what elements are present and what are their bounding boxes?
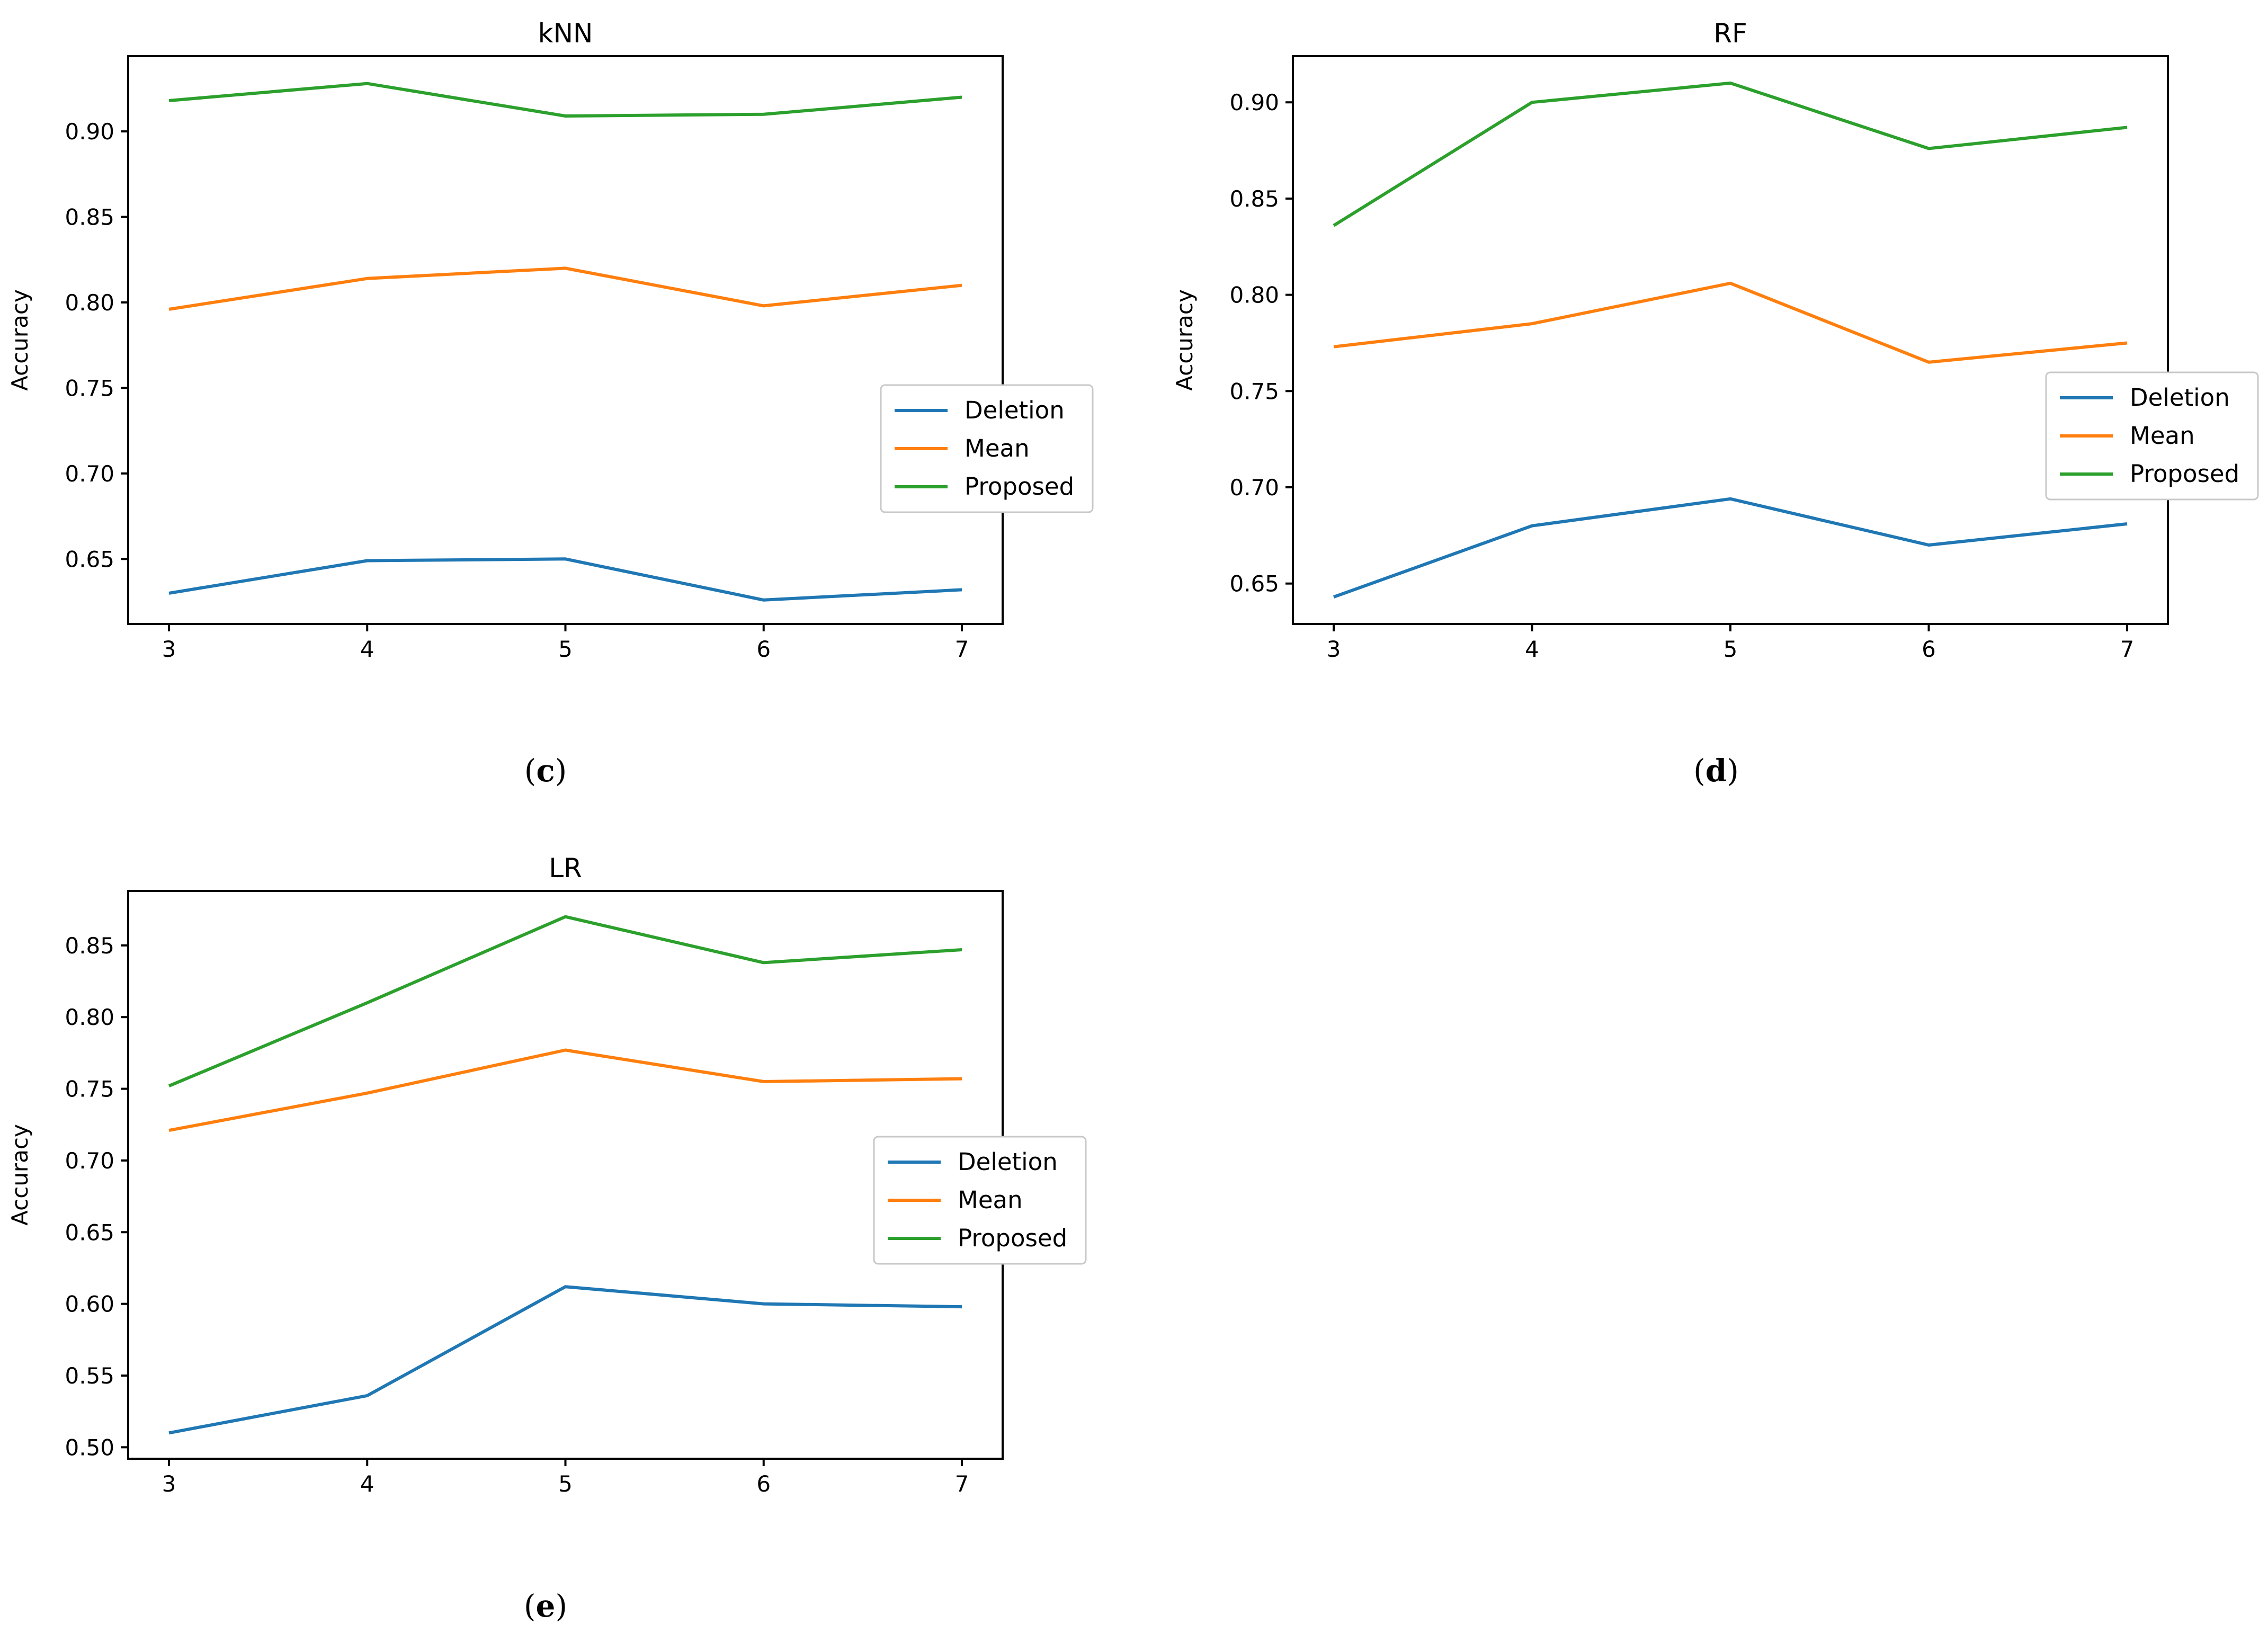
y-tick-label: 0.75 <box>1229 378 1279 404</box>
legend-label: Deletion <box>958 1148 1058 1176</box>
y-tick-label: 0.80 <box>65 290 114 316</box>
y-tick-label: 0.70 <box>65 1148 114 1174</box>
legend-label: Proposed <box>958 1224 1067 1252</box>
series-layer <box>168 82 962 602</box>
y-tick-label: 0.85 <box>1229 186 1279 212</box>
series-line-mean <box>168 1048 962 1132</box>
y-tick-label: 0.85 <box>65 933 114 959</box>
y-tick-label: 0.50 <box>65 1434 114 1460</box>
caption-c: (c) <box>524 753 567 789</box>
legend-label: Proposed <box>965 472 1074 501</box>
legend: Deletion Mean Proposed <box>2045 371 2259 501</box>
x-tick-label: 7 <box>2120 636 2135 662</box>
chart-title: RF <box>1713 18 1747 49</box>
series-line-mean <box>168 266 962 311</box>
chart-panel-lr: LR Accuracy 3 4 5 6 7 0.50 0.55 0.60 0.65 0.70 0.7… <box>7 853 1087 1624</box>
y-axis-label: Accuracy <box>7 289 33 391</box>
y-tick-label: 0.65 <box>1229 571 1279 597</box>
chart-panel-rf: RF Accuracy 3 4 5 6 7 0.65 0.70 0.75 0.80 0.85 0.9… <box>1172 18 2259 789</box>
y-tick-label: 0.80 <box>65 1004 114 1030</box>
series-line-proposed <box>168 82 962 118</box>
series-line-deletion <box>168 1285 962 1435</box>
series-layer <box>168 915 962 1435</box>
x-tick-label: 5 <box>1724 636 1738 662</box>
legend-label: Mean <box>958 1186 1023 1214</box>
caption-letter: e <box>536 1588 556 1624</box>
x-tick-label: 7 <box>955 636 969 662</box>
legend: Deletion Mean Proposed <box>873 1136 1087 1265</box>
legend-box <box>880 384 1094 513</box>
x-tick-label: 7 <box>955 1471 969 1497</box>
caption-letter: d <box>1706 753 1727 789</box>
x-tick-label: 6 <box>756 636 771 662</box>
tick-layer: 3 4 5 6 7 0.50 0.55 0.60 0.65 0.70 0.75 0.80 0.85 <box>65 933 969 1497</box>
x-tick-label: 3 <box>162 636 176 662</box>
series-line-deletion <box>168 557 962 602</box>
legend-label: Deletion <box>2130 383 2230 412</box>
y-tick-label: 0.75 <box>65 375 114 401</box>
x-tick-label: 4 <box>360 636 374 662</box>
legend-label: Deletion <box>965 396 1065 424</box>
y-tick-label: 0.55 <box>65 1363 114 1389</box>
series-layer <box>1333 81 2128 599</box>
x-tick-label: 5 <box>558 1471 573 1497</box>
x-tick-label: 3 <box>1327 636 1341 662</box>
series-line-mean <box>1333 281 2128 364</box>
y-tick-label: 0.80 <box>1229 282 1279 308</box>
y-tick-label: 0.65 <box>65 1219 114 1245</box>
caption-letter: c <box>536 753 555 789</box>
y-tick-label: 0.60 <box>65 1291 114 1317</box>
y-tick-label: 0.85 <box>65 204 114 230</box>
x-tick-label: 4 <box>360 1471 374 1497</box>
legend-label: Mean <box>2130 422 2195 450</box>
y-tick-label: 0.75 <box>65 1076 114 1102</box>
chart-title: LR <box>549 853 582 884</box>
legend-box <box>873 1136 1087 1265</box>
legend: Deletion Mean Proposed <box>880 384 1094 513</box>
y-tick-label: 0.65 <box>65 546 114 572</box>
legend-label: Mean <box>965 434 1030 462</box>
x-tick-label: 5 <box>558 636 573 662</box>
caption-d: (d) <box>1693 753 1739 789</box>
x-tick-label: 6 <box>756 1471 771 1497</box>
caption-e: (e) <box>524 1588 567 1624</box>
legend-box <box>2045 371 2259 501</box>
x-tick-label: 3 <box>162 1471 176 1497</box>
y-tick-label: 0.90 <box>1229 90 1279 115</box>
plot-frame <box>127 55 1004 625</box>
series-line-proposed <box>1333 81 2128 227</box>
y-tick-label: 0.70 <box>65 461 114 487</box>
y-tick-label: 0.90 <box>65 119 114 145</box>
y-axis-label: Accuracy <box>7 1124 33 1226</box>
chart-title: kNN <box>538 18 593 49</box>
y-tick-label: 0.70 <box>1229 475 1279 501</box>
chart-panel-knn: kNN Accuracy 3 4 5 6 7 0.65 0.70 0.75 0.80 0.85 0.… <box>7 18 1094 789</box>
tick-layer: 3 4 5 6 7 0.65 0.70 0.75 0.80 0.85 0.90 <box>1229 90 2134 662</box>
plot-frame <box>127 890 1004 1460</box>
plot-frame <box>1292 55 2169 625</box>
series-line-proposed <box>168 915 962 1087</box>
x-tick-label: 6 <box>1922 636 1936 662</box>
y-axis-label: Accuracy <box>1172 289 1198 391</box>
legend-label: Proposed <box>2130 460 2239 488</box>
series-line-deletion <box>1333 497 2128 599</box>
tick-layer: 3 4 5 6 7 0.65 0.70 0.75 0.80 0.85 0.90 <box>65 119 969 662</box>
x-tick-label: 4 <box>1525 636 1539 662</box>
